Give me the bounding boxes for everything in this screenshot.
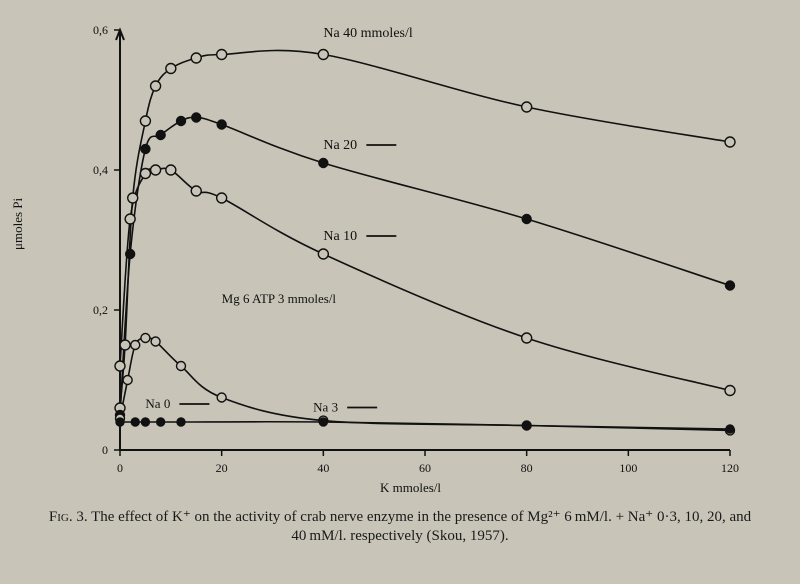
marker [319,418,327,426]
marker [131,341,140,350]
marker [116,418,124,426]
marker [191,53,201,63]
annotation-label: Na 40 mmoles/l [323,26,413,41]
marker [141,145,150,154]
y-axis-label: μmoles Pi [10,198,26,250]
marker [725,386,735,396]
series-na-40 [120,50,730,408]
marker [166,64,176,74]
figure-page: 0 20 40 60 80 100 120 0 0,2 0,4 0,6 Na 40 mmoles/l… [0,0,800,584]
chart-svg: 0 20 40 60 80 100 120 0 0,2 0,4 0,6 Na 40 mmoles/l… [30,10,770,500]
annotation-label: Mg 6 ATP 3 mmoles/l [222,291,337,306]
svg-text:0,6: 0,6 [93,23,108,37]
marker [725,137,735,147]
marker [151,165,161,175]
figure-number: Fig. 3. [49,509,88,525]
figure-caption-text: The effect of K⁺ on the activity of crab… [91,509,751,544]
marker [157,418,165,426]
svg-text:60: 60 [419,461,431,475]
figure-caption: Fig. 3. The effect of K⁺ on the activity… [40,508,760,546]
marker [726,425,734,433]
marker [217,393,226,402]
marker [166,165,176,175]
marker [115,361,125,371]
annotation-label: Na 20 [323,138,357,153]
marker [217,193,227,203]
marker [177,418,185,426]
marker [319,159,328,168]
marker [318,249,328,259]
marker [128,193,138,203]
series-na-10 [120,168,730,390]
marker [151,81,161,91]
svg-text:20: 20 [216,461,228,475]
svg-text:0: 0 [102,443,108,457]
svg-text:80: 80 [521,461,533,475]
series-na-0 [120,422,730,429]
marker [140,169,150,179]
svg-text:0,4: 0,4 [93,163,108,177]
marker [125,214,135,224]
marker [141,334,150,343]
x-axis-label: K mmoles/l [380,480,441,496]
marker [120,340,130,350]
annotation-label: Na 3 [313,400,338,415]
marker [522,102,532,112]
marker [217,50,227,60]
series-na-3 [120,338,730,431]
marker [131,418,139,426]
marker [192,113,201,122]
marker [522,215,531,224]
svg-text:100: 100 [619,461,637,475]
marker [151,337,160,346]
series-na-20 [120,117,730,415]
marker [191,186,201,196]
marker [522,333,532,343]
marker [217,120,226,129]
marker [318,50,328,60]
marker [726,281,735,290]
svg-text:40: 40 [317,461,329,475]
marker [156,131,165,140]
svg-text:120: 120 [721,461,739,475]
svg-text:0,2: 0,2 [93,303,108,317]
marker [123,376,132,385]
marker [177,362,186,371]
marker [140,116,150,126]
marker [141,418,149,426]
marker [523,422,531,430]
annotation-label: Na 0 [145,396,170,411]
svg-text:0: 0 [117,461,123,475]
annotation-label: Na 10 [323,229,357,244]
marker [126,250,135,259]
marker [177,117,186,126]
